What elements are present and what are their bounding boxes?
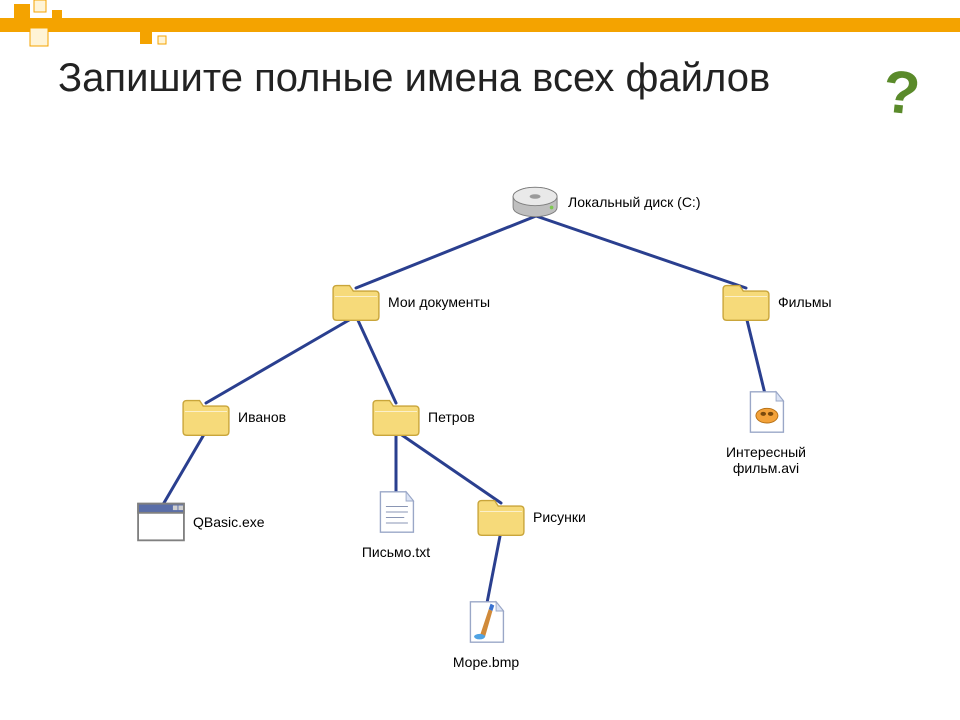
exe-icon	[135, 500, 187, 544]
tree-edge	[536, 216, 746, 288]
node-label: Фильмы	[778, 294, 832, 310]
tree-node-ivanov: Иванов	[180, 395, 232, 442]
folder-icon	[180, 395, 232, 439]
folder-icon	[370, 395, 422, 439]
tree-node-films: Фильмы	[720, 280, 772, 327]
tree-node-more: Море.bmp	[460, 600, 512, 647]
tree-node-film: Интересный фильм.avi	[740, 390, 792, 437]
tree-edge	[356, 316, 396, 403]
node-label: Локальный диск (C:)	[568, 194, 701, 210]
folder-icon	[720, 280, 772, 324]
tree-edge	[356, 216, 536, 288]
tree-node-docs: Мои документы	[330, 280, 382, 327]
tree-node-disk: Локальный диск (C:)	[510, 180, 562, 227]
node-label: Интересный фильм.avi	[706, 444, 826, 476]
question-mark-icon: ?	[880, 56, 924, 128]
node-label: Море.bmp	[436, 654, 536, 670]
node-label: Письмо.txt	[346, 544, 446, 560]
node-label: Мои документы	[388, 294, 490, 310]
folder-icon	[330, 280, 382, 324]
node-label: Петров	[428, 409, 475, 425]
bmp-icon	[460, 600, 512, 644]
drive-icon	[510, 180, 562, 224]
node-label: Рисунки	[533, 509, 586, 525]
tree-edge	[746, 316, 766, 398]
tree-node-letter: Письмо.txt	[370, 490, 422, 537]
node-label: QBasic.exe	[193, 514, 265, 530]
tree-diagram: Локальный диск (C:) Мои документы Фильмы Ив…	[80, 170, 900, 690]
tree-node-petrov: Петров	[370, 395, 422, 442]
folder-icon	[475, 495, 527, 539]
tree-edge	[206, 316, 356, 403]
txt-icon	[370, 490, 422, 534]
tree-edge	[486, 531, 501, 608]
page-title: Запишите полные имена всех файлов	[58, 56, 770, 100]
node-label: Иванов	[238, 409, 286, 425]
tree-node-qbasic: QBasic.exe	[135, 500, 187, 547]
tree-edge	[161, 431, 206, 508]
top-decoration	[0, 0, 960, 48]
avi-icon	[740, 390, 792, 434]
tree-node-risunki: Рисунки	[475, 495, 527, 542]
